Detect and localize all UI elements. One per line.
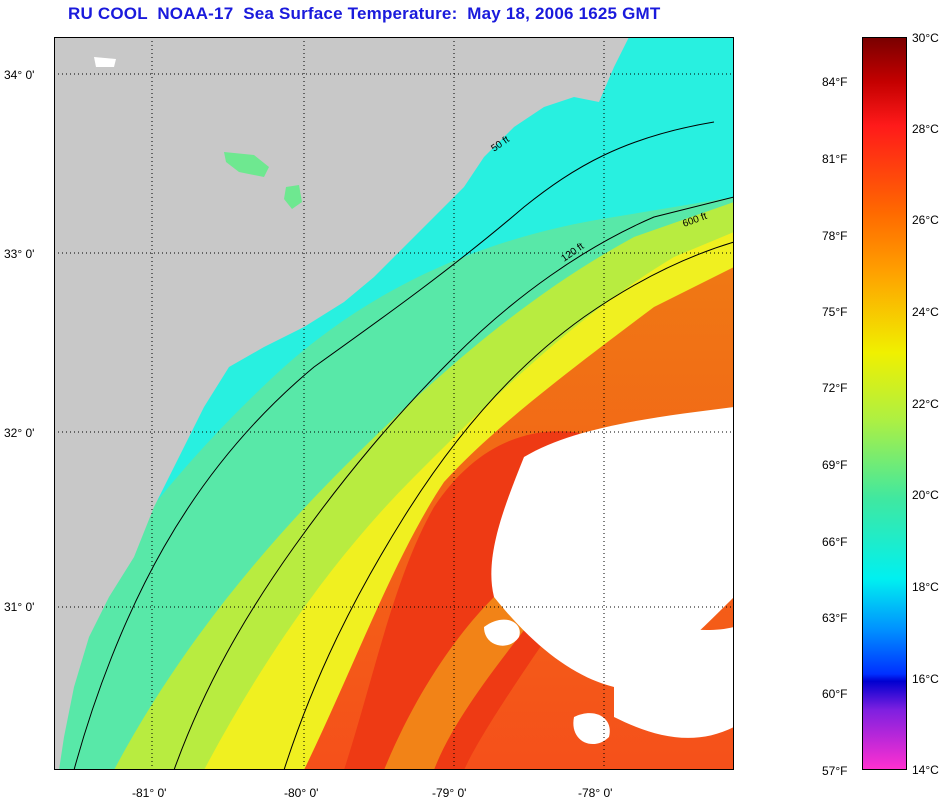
cbar-c-24: 24°C [912, 305, 939, 319]
cbar-c-22: 22°C [912, 397, 939, 411]
cbar-f-57: 57°F [822, 764, 848, 778]
depth-contours [73, 121, 734, 770]
cbar-c-16: 16°C [912, 672, 939, 686]
cbar-c-30: 30°C [912, 31, 939, 45]
cbar-c-18: 18°C [912, 580, 939, 594]
lon-label-80: -80° 0' [284, 786, 319, 800]
sst-map: 50 ft 120 ft 600 ft [54, 37, 734, 770]
cbar-c-26: 26°C [912, 213, 939, 227]
lat-label-31: 31° 0' [4, 600, 35, 614]
cbar-c-20: 20°C [912, 488, 939, 502]
cloud-patches [484, 407, 734, 745]
cbar-f-60: 60°F [822, 687, 848, 701]
lat-label-34: 34° 0' [4, 68, 35, 82]
cbar-f-66: 66°F [822, 535, 848, 549]
cbar-f-75: 75°F [822, 305, 848, 319]
cbar-f-81: 81°F [822, 152, 848, 166]
cbar-f-69: 69°F [822, 458, 848, 472]
cbar-f-72: 72°F [822, 381, 848, 395]
lon-label-81: -81° 0' [132, 786, 167, 800]
cbar-c-14: 14°C [912, 763, 939, 777]
lon-label-79: -79° 0' [432, 786, 467, 800]
graticule [54, 37, 734, 770]
cbar-f-63: 63°F [822, 611, 848, 625]
colorbar [862, 37, 907, 770]
cbar-f-78: 78°F [822, 229, 848, 243]
colorbar-gradient [863, 38, 906, 769]
lat-label-33: 33° 0' [4, 247, 35, 261]
lat-label-32: 32° 0' [4, 426, 35, 440]
cbar-f-84: 84°F [822, 75, 848, 89]
map-title: RU COOL NOAA-17 Sea Surface Temperature:… [68, 4, 661, 23]
cbar-c-28: 28°C [912, 122, 939, 136]
land-area [54, 37, 629, 770]
lon-label-78: -78° 0' [578, 786, 613, 800]
